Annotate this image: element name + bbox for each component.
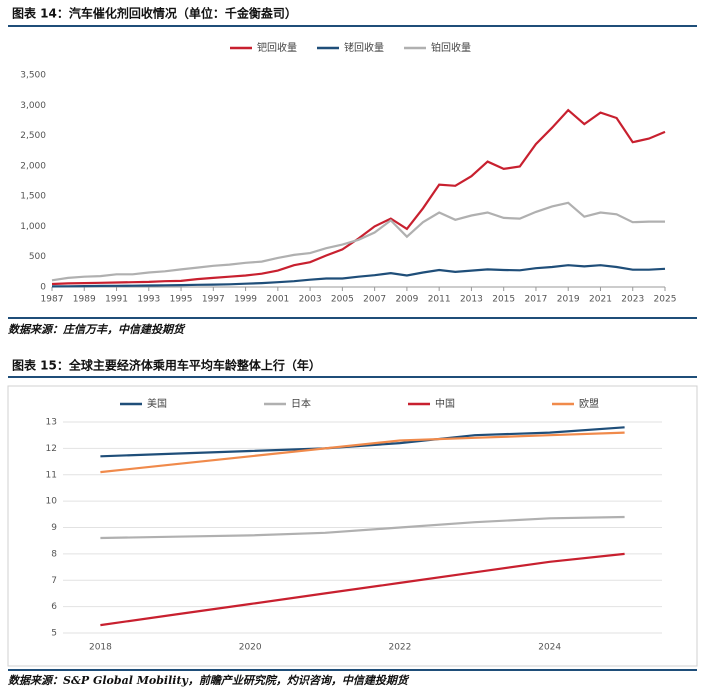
x-tick-label: 1987	[41, 295, 64, 305]
x-tick-label: 2018	[89, 643, 112, 653]
y-tick-label: 12	[46, 444, 57, 454]
legend-label: 钯回收量	[257, 41, 297, 54]
y-tick-label: 13	[46, 418, 57, 428]
legend-label: 欧盟	[579, 398, 599, 410]
chart-frame	[7, 385, 698, 667]
x-tick-label: 2022	[388, 643, 411, 653]
x-tick-label: 1999	[234, 295, 257, 305]
x-tick-label: 2011	[428, 295, 451, 305]
x-tick-label: 2024	[538, 643, 561, 653]
x-tick-label: 2020	[239, 643, 262, 653]
chart-title: 图表 14：汽车催化剂回收情况（单位：千金衡盎司）	[12, 6, 297, 21]
chart-title: 图表 15：全球主要经济体乘用车平均车龄整体上行（年）	[12, 358, 321, 373]
y-tick-label: 2,000	[20, 161, 46, 171]
x-tick-label: 2025	[654, 295, 677, 305]
x-tick-label: 2017	[524, 295, 547, 305]
x-tick-label: 1997	[202, 295, 225, 305]
x-tick-label: 1989	[73, 295, 96, 305]
source-note: 数据来源：庄信万丰，中信建投期货	[8, 323, 186, 336]
legend-label: 美国	[147, 397, 167, 410]
series-line	[100, 426, 625, 458]
y-tick-label: 2,500	[20, 131, 46, 141]
series-line	[100, 431, 625, 474]
series-line	[51, 108, 666, 286]
series-line	[51, 264, 666, 288]
x-tick-label: 2003	[299, 295, 322, 305]
x-tick-label: 2009	[395, 295, 418, 305]
legend-label: 铂回收量	[431, 41, 471, 54]
y-tick-label: 1,000	[20, 222, 46, 232]
legend-label: 日本	[291, 397, 311, 410]
x-tick-label: 1991	[105, 295, 128, 305]
x-tick-label: 1993	[137, 295, 160, 305]
y-tick-label: 11	[46, 470, 57, 480]
x-tick-label: 2019	[557, 295, 580, 305]
y-tick-label: 7	[51, 576, 57, 586]
y-tick-label: 10	[46, 497, 58, 507]
x-tick-label: 2023	[621, 295, 644, 305]
x-tick-label: 2007	[363, 295, 386, 305]
y-tick-label: 8	[51, 549, 57, 559]
legend-label: 铑回收量	[344, 41, 384, 54]
x-tick-label: 2021	[589, 295, 612, 305]
legend-label: 中国	[435, 397, 455, 410]
series-line	[100, 515, 625, 540]
x-tick-label: 2015	[492, 295, 515, 305]
y-tick-label: 9	[51, 523, 57, 533]
series-line	[51, 201, 665, 282]
x-tick-label: 1995	[170, 295, 193, 305]
x-tick-label: 2005	[331, 295, 354, 305]
series-line	[100, 552, 625, 627]
y-tick-label: 3,000	[20, 101, 46, 111]
y-tick-label: 1,500	[20, 192, 46, 202]
y-tick-label: 5	[51, 629, 57, 639]
source-note: 数据来源：S&P Global Mobility，前瞻产业研究院，灼识咨询，中信…	[8, 674, 410, 687]
y-tick-label: 6	[51, 602, 57, 612]
y-tick-label: 0	[40, 283, 46, 293]
y-tick-label: 3,500	[20, 71, 46, 81]
x-tick-label: 2001	[266, 295, 289, 305]
y-tick-label: 500	[29, 252, 46, 262]
x-tick-label: 2013	[460, 295, 483, 305]
